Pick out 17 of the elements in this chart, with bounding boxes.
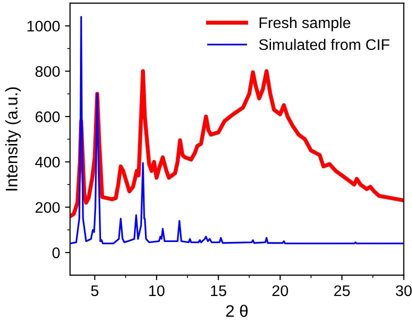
x-tick-label: 15: [211, 285, 226, 296]
y-tick-label: 1000: [28, 20, 60, 32]
legend-label: Fresh sample: [260, 16, 350, 32]
legend-label: Simulated from CIF: [259, 38, 390, 50]
line-series: [70, 16, 404, 244]
x-axis-title: 2 θ: [226, 304, 248, 317]
y-tick-label: 0: [52, 247, 60, 258]
y-axis-title: Intensity (a.u.): [5, 87, 21, 190]
y-tick-label: 200: [36, 202, 60, 213]
x-tick-label: 30: [396, 285, 412, 296]
x-tick-label: 20: [272, 285, 288, 296]
y-tick-label: 800: [35, 66, 60, 77]
x-tick-label: 5: [91, 285, 98, 296]
x-tick-label: 25: [334, 285, 350, 296]
x-tick-label: 10: [149, 285, 164, 296]
y-tick-label: 600: [36, 111, 60, 122]
y-tick-label: 400: [35, 156, 60, 168]
